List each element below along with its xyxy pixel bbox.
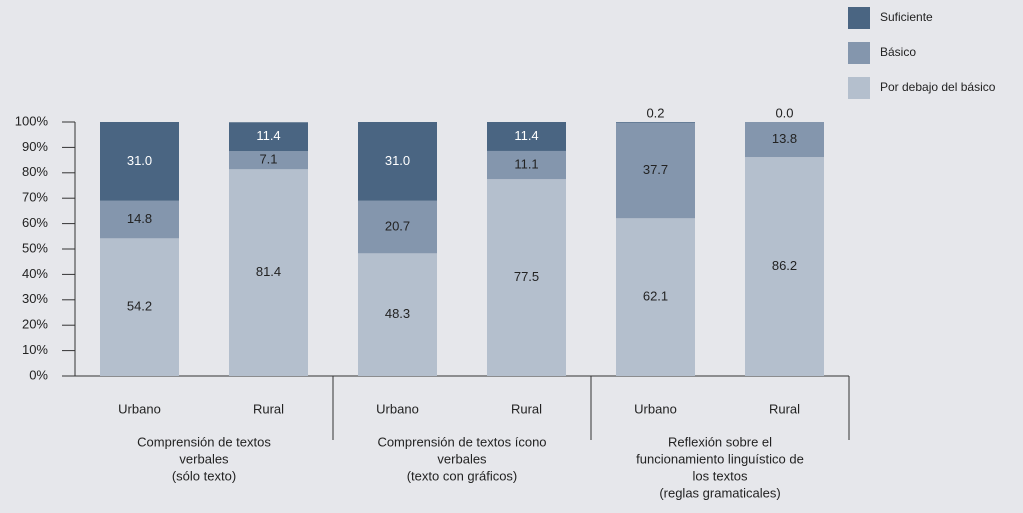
data-label: 13.8	[772, 131, 797, 146]
bar-segment	[100, 200, 179, 239]
x-tick-label: Urbano	[634, 401, 677, 416]
group-label: Reflexión sobre el	[668, 434, 772, 449]
data-label: 77.5	[514, 269, 539, 284]
data-label: 86.2	[772, 258, 797, 273]
data-label: 11.4	[256, 128, 280, 143]
y-tick-label: 0%	[29, 367, 48, 382]
data-label: 11.1	[514, 156, 538, 171]
bar-segment	[487, 150, 566, 180]
y-tick-label: 60%	[22, 215, 48, 230]
bar-segment	[100, 238, 179, 376]
x-tick-label: Rural	[253, 401, 284, 416]
bar-segment	[229, 151, 308, 170]
data-label: 0.0	[775, 105, 793, 120]
data-label: 11.4	[514, 128, 538, 143]
x-tick-label: Urbano	[118, 401, 161, 416]
data-label: 54.2	[127, 299, 152, 314]
group-label: Comprensión de textos	[137, 434, 271, 449]
legend-swatch	[848, 42, 870, 64]
bar-segment	[616, 122, 695, 219]
data-label: 31.0	[127, 153, 152, 168]
group-label: (reglas gramaticales)	[659, 485, 780, 500]
data-label: 14.8	[127, 211, 152, 226]
y-tick-label: 20%	[22, 317, 48, 332]
bar-segment	[745, 157, 824, 376]
data-label: 81.4	[256, 264, 281, 279]
y-tick-label: 40%	[22, 266, 48, 281]
bar-segment	[487, 122, 566, 151]
group-label: (texto con gráficos)	[407, 468, 518, 483]
bar-segment	[745, 122, 824, 158]
group-label: (sólo texto)	[172, 468, 236, 483]
legend-swatch	[848, 7, 870, 29]
legend-label: Básico	[880, 45, 916, 59]
data-label: 62.1	[643, 289, 668, 304]
group-label: Comprensión de textos ícono	[377, 434, 546, 449]
bar-segment	[229, 169, 308, 376]
x-tick-label: Rural	[511, 401, 542, 416]
x-tick-label: Rural	[769, 401, 800, 416]
bar-segment	[358, 200, 437, 254]
legend-label: Por debajo del básico	[880, 80, 996, 94]
data-label: 31.0	[385, 153, 410, 168]
bar-segment	[616, 218, 695, 376]
bar-segment	[358, 253, 437, 376]
data-label: 20.7	[385, 218, 410, 233]
y-tick-label: 100%	[15, 113, 49, 128]
bar-segment	[358, 122, 437, 201]
bar-segment	[229, 122, 308, 152]
bar-segment	[100, 122, 179, 201]
group-label: los textos	[693, 468, 748, 483]
legend-swatch	[848, 77, 870, 99]
y-tick-label: 80%	[22, 164, 48, 179]
y-tick-label: 90%	[22, 139, 48, 154]
group-label: verbales	[179, 451, 229, 466]
data-label: 37.7	[643, 162, 668, 177]
y-tick-label: 10%	[22, 342, 48, 357]
data-label: 7.1	[259, 152, 277, 167]
bar-segment	[616, 122, 695, 123]
legend-label: Suficiente	[880, 10, 933, 24]
y-tick-label: 30%	[22, 291, 48, 306]
group-label: verbales	[437, 451, 487, 466]
group-label: funcionamiento linguístico de	[636, 451, 804, 466]
x-tick-label: Urbano	[376, 401, 419, 416]
y-tick-label: 70%	[22, 190, 48, 205]
bar-segment	[487, 179, 566, 376]
data-label: 48.3	[385, 306, 410, 321]
data-label: 0.2	[646, 105, 664, 120]
y-tick-label: 50%	[22, 240, 48, 255]
